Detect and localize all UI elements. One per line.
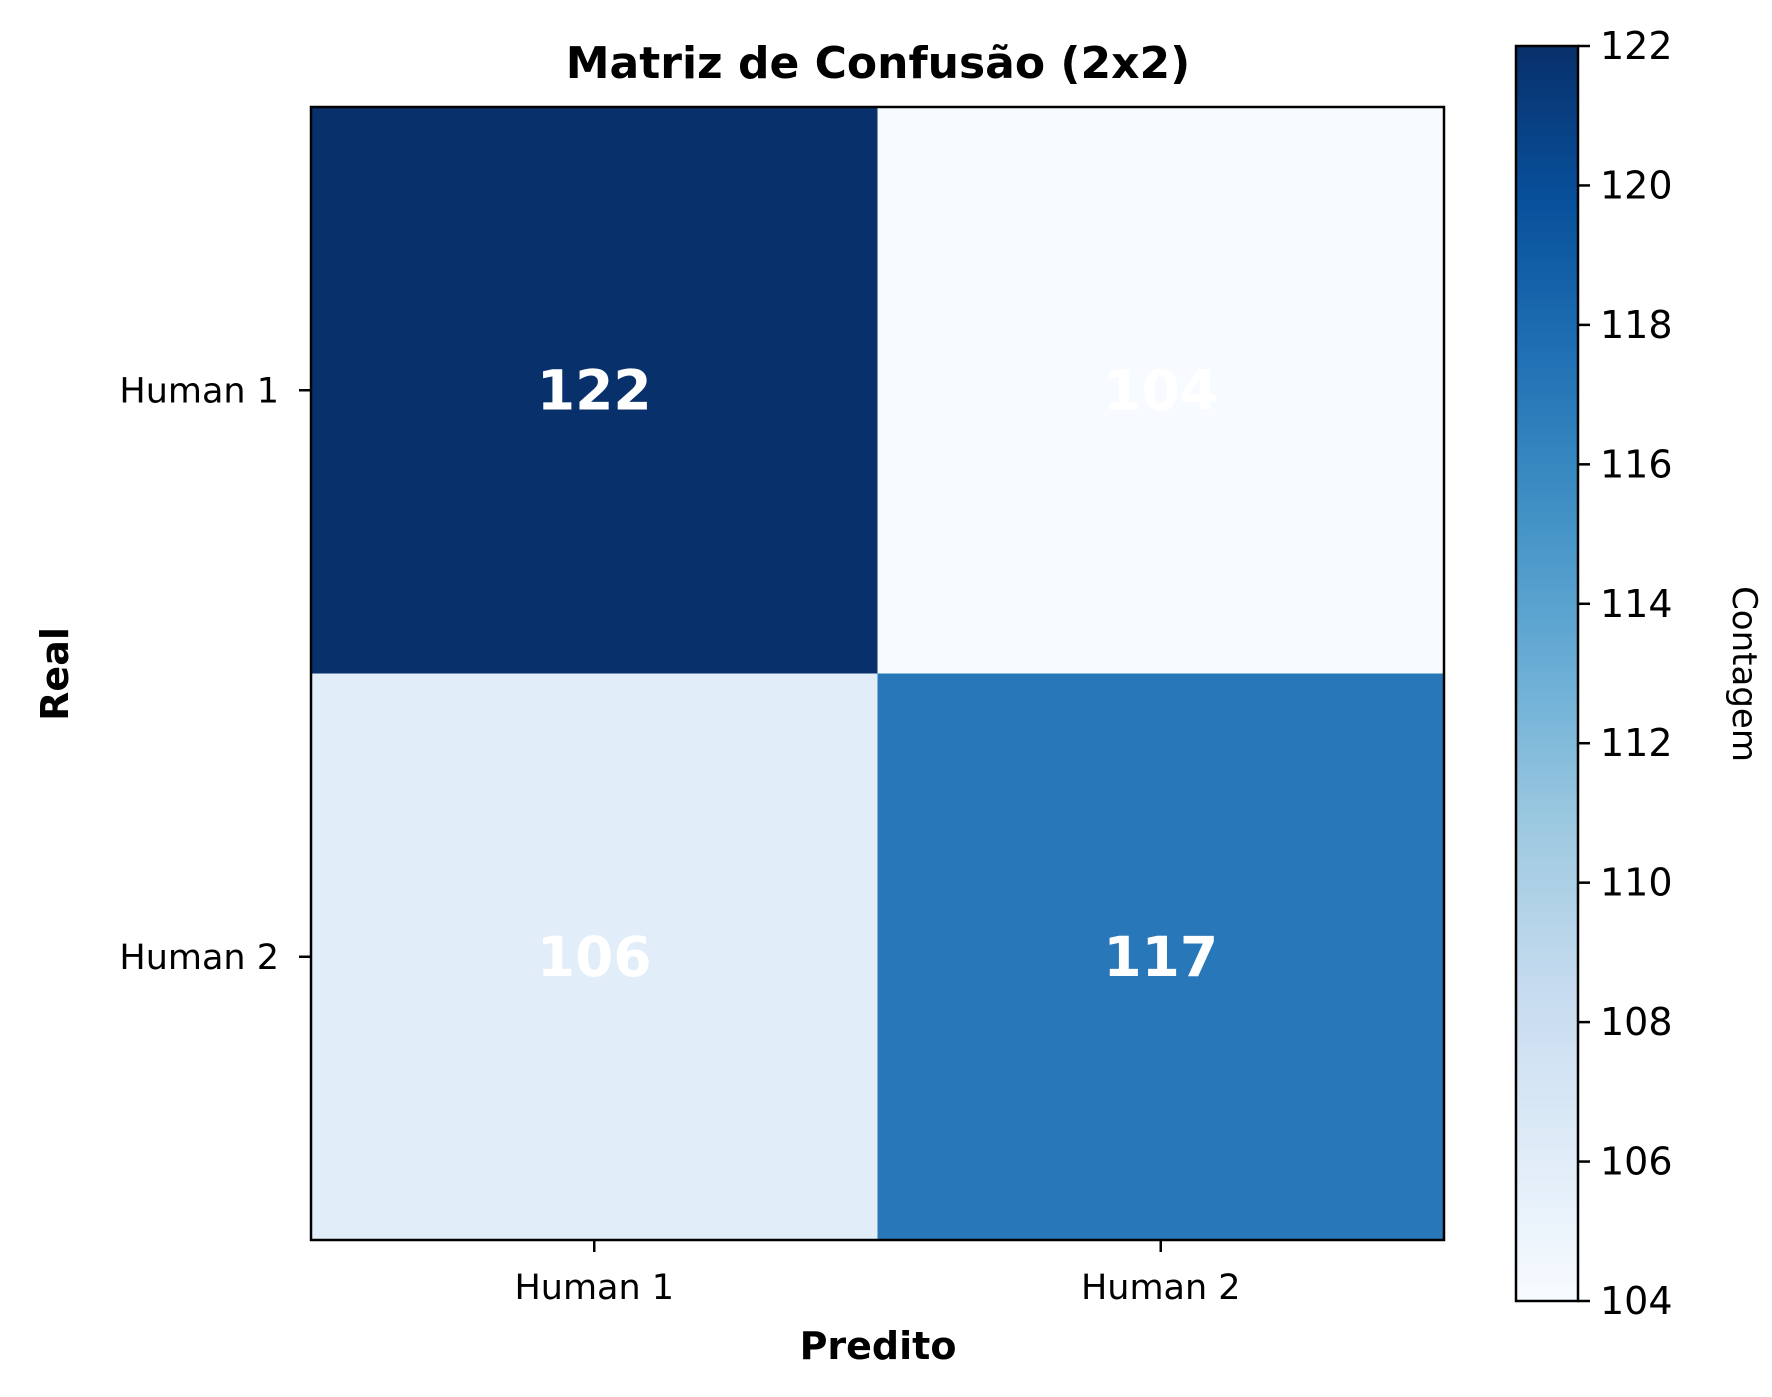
cell-value-label: 122 — [537, 358, 652, 422]
colorbar-tick-label: 120 — [1600, 163, 1673, 207]
colorbar-tick-label: 122 — [1600, 24, 1673, 68]
y-axis-ticks: Human 1 Human 2 — [119, 371, 311, 978]
colorbar-tick-label: 106 — [1600, 1140, 1673, 1184]
y-axis-label: Real — [33, 627, 77, 721]
colorbar-ticks: 104 106 108 110 112 114 116 118 120 122 — [1578, 24, 1673, 1323]
x-tick-label: Human 1 — [514, 1268, 674, 1308]
colorbar-tick-label: 118 — [1600, 303, 1673, 347]
colorbar-tick-label: 104 — [1600, 1279, 1673, 1323]
colorbar-tick-label: 110 — [1600, 861, 1673, 905]
colorbar-label: Contagem — [1724, 586, 1764, 762]
y-tick-label: Human 1 — [119, 371, 279, 411]
heatmap-cell — [877, 107, 1445, 674]
cell-value-label: 106 — [537, 925, 652, 989]
heatmap-cell — [311, 673, 878, 1241]
y-tick-label: Human 2 — [119, 938, 279, 978]
colorbar-tick-label: 112 — [1600, 721, 1673, 765]
cell-value-label: 104 — [1103, 358, 1218, 422]
heatmap-cell — [877, 673, 1445, 1241]
cell-value-label: 117 — [1103, 925, 1218, 989]
colorbar-tick-label: 114 — [1600, 582, 1673, 626]
x-axis-ticks: Human 1 Human 2 — [514, 1240, 1241, 1308]
colorbar — [1514, 44, 1580, 1303]
heatmap-cells: 122 104 106 117 — [311, 107, 1445, 1241]
colorbar-tick-label: 116 — [1600, 442, 1673, 486]
colorbar-tick-label: 108 — [1600, 1000, 1673, 1044]
chart-title: Matriz de Confusão (2x2) — [566, 38, 1190, 89]
x-tick-label: Human 2 — [1081, 1268, 1241, 1308]
x-axis-label: Predito — [800, 1324, 957, 1368]
heatmap-cell — [311, 107, 878, 674]
plot-frame — [309, 105, 1446, 1242]
